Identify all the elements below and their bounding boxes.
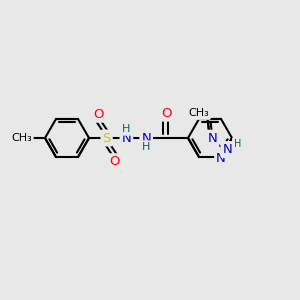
Text: N: N bbox=[141, 131, 151, 145]
Text: S: S bbox=[102, 131, 111, 145]
Text: CH₃: CH₃ bbox=[188, 108, 209, 118]
Text: N: N bbox=[216, 152, 226, 165]
Text: CH₃: CH₃ bbox=[11, 133, 32, 143]
Text: O: O bbox=[94, 108, 104, 121]
Text: H: H bbox=[234, 139, 241, 148]
Text: O: O bbox=[161, 107, 171, 120]
Text: N: N bbox=[222, 143, 232, 156]
Text: H: H bbox=[142, 142, 150, 152]
Text: N: N bbox=[208, 132, 218, 145]
Text: O: O bbox=[109, 155, 119, 168]
Text: N: N bbox=[122, 131, 131, 145]
Text: H: H bbox=[122, 124, 130, 134]
